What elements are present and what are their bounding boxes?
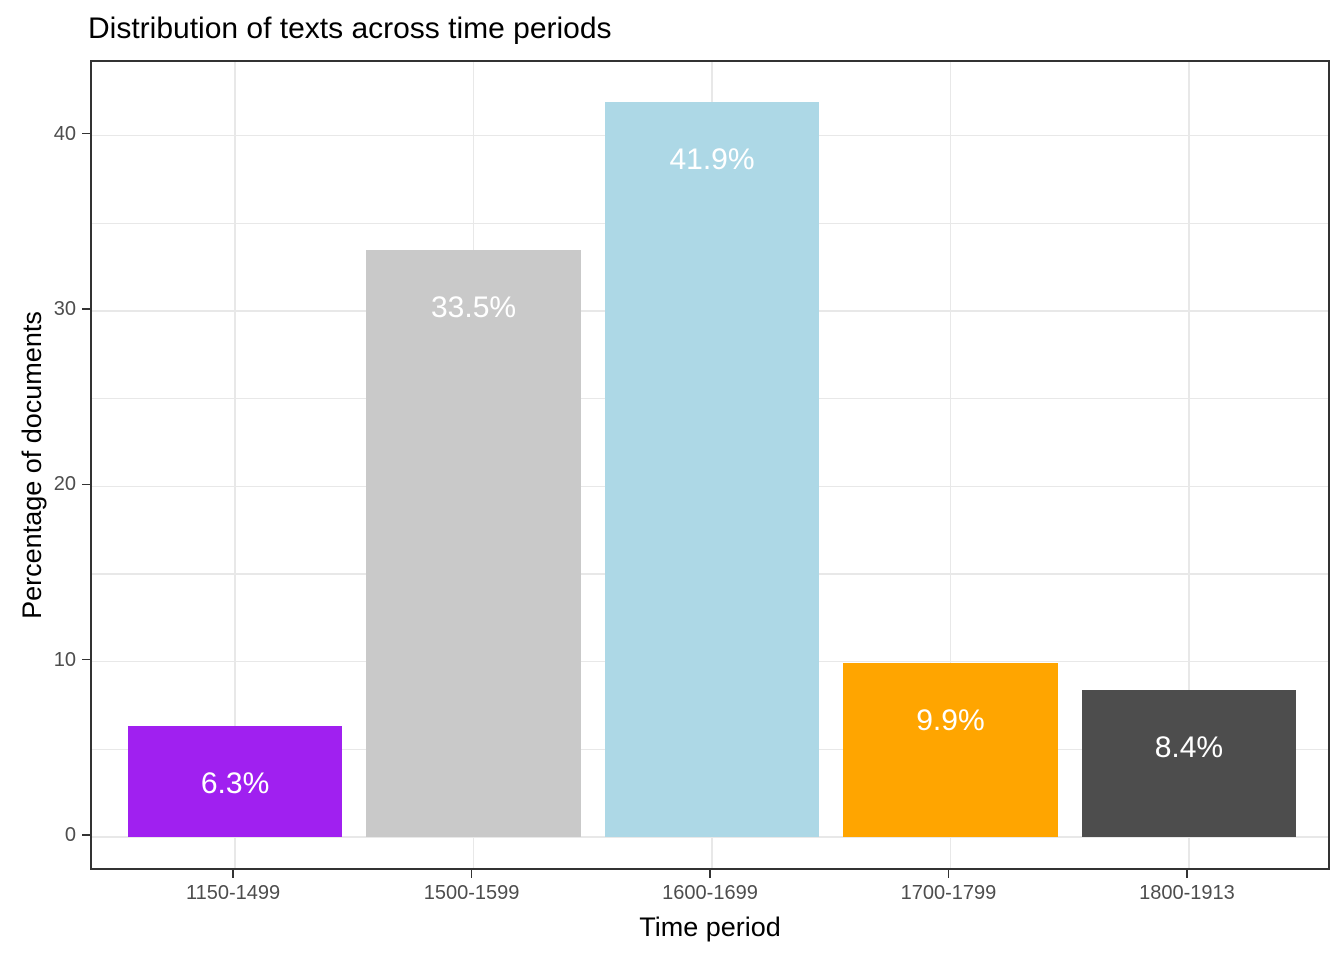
y-tick-mark	[82, 483, 90, 486]
x-tick-label: 1700-1799	[900, 882, 997, 904]
y-tick-mark	[82, 132, 90, 135]
y-axis-title: Percentage of documents	[17, 311, 47, 619]
y-tick-mark	[82, 658, 90, 661]
y-tick-label: 0	[64, 823, 76, 846]
bar: 9.9%	[843, 663, 1058, 837]
bar: 33.5%	[366, 249, 581, 837]
bar-value-label: 6.3%	[200, 767, 270, 801]
y-tick-label: 40	[53, 122, 76, 145]
gridline-vertical	[949, 62, 952, 868]
x-tick-label: 1150-1499	[185, 882, 281, 904]
bar-value-label: 41.9%	[669, 143, 755, 177]
gridline-horizontal	[92, 836, 1328, 838]
x-tick-label: 1500-1599	[423, 882, 520, 904]
gridline-vertical	[234, 62, 236, 868]
x-tick-mark	[232, 870, 234, 878]
bar-value-label: 8.4%	[1154, 730, 1224, 764]
bar-value-label: 33.5%	[430, 290, 517, 324]
x-tick-mark	[709, 870, 711, 878]
bar: 6.3%	[127, 726, 343, 837]
bar: 8.4%	[1081, 689, 1297, 837]
x-tick-mark	[470, 870, 473, 878]
chart-title: Distribution of texts across time period…	[88, 12, 612, 45]
y-tick-label: 30	[53, 297, 76, 320]
x-axis-title: Time period	[639, 912, 781, 942]
x-tick-mark	[947, 870, 950, 878]
bar-value-label: 9.9%	[916, 704, 985, 738]
y-tick-label: 10	[53, 648, 76, 671]
y-tick-mark	[82, 308, 90, 310]
bar: 41.9%	[604, 102, 820, 837]
x-tick-label: 1600-1699	[662, 882, 758, 904]
x-tick-mark	[1186, 870, 1188, 878]
gridline-vertical	[1188, 62, 1190, 868]
y-tick-mark	[82, 834, 90, 836]
y-tick-label: 20	[53, 473, 76, 496]
x-tick-label: 1800-1913	[1139, 882, 1235, 904]
plot-panel: 6.3% 33.5% 41.9% 9.9% 8.4%	[90, 60, 1330, 870]
